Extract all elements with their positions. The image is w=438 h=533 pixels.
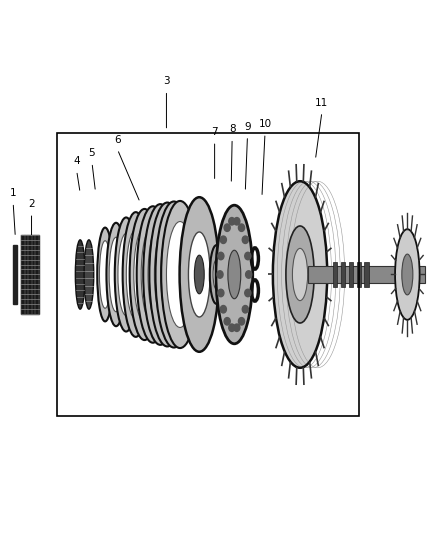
Ellipse shape [106,223,126,326]
Ellipse shape [141,225,165,324]
Ellipse shape [148,224,173,325]
Ellipse shape [115,217,138,332]
Ellipse shape [115,217,138,332]
Ellipse shape [155,201,192,348]
Ellipse shape [109,237,123,312]
Text: 8: 8 [229,124,236,134]
Ellipse shape [137,206,169,343]
Ellipse shape [161,222,187,327]
Ellipse shape [149,203,185,346]
Ellipse shape [188,232,210,317]
Ellipse shape [293,248,307,301]
Bar [308,266,425,283]
Text: 1: 1 [10,188,17,198]
Ellipse shape [118,233,134,316]
Text: 2: 2 [28,199,35,209]
Circle shape [238,224,244,231]
Ellipse shape [210,245,223,304]
Ellipse shape [161,201,199,348]
Ellipse shape [180,197,219,352]
Ellipse shape [99,241,111,308]
Circle shape [245,252,251,260]
Bar [364,262,369,287]
Ellipse shape [228,250,241,298]
Circle shape [218,289,224,297]
Ellipse shape [395,229,420,320]
Text: 11: 11 [315,98,328,108]
Bar [13,245,17,304]
Text: 3: 3 [163,76,170,86]
Circle shape [229,217,235,225]
Circle shape [245,289,251,297]
Ellipse shape [123,212,149,337]
Text: 9: 9 [244,122,251,132]
Circle shape [224,318,230,325]
Ellipse shape [154,223,180,326]
Bar [333,262,337,287]
Bar [341,262,345,287]
Text: 10: 10 [258,119,272,129]
Ellipse shape [143,204,177,345]
Ellipse shape [149,203,185,346]
Circle shape [238,318,244,325]
Ellipse shape [213,260,219,289]
Circle shape [218,252,224,260]
Circle shape [242,236,248,244]
Text: 6: 6 [114,135,121,145]
Ellipse shape [166,222,194,327]
Circle shape [224,224,230,231]
Ellipse shape [155,201,192,348]
Circle shape [220,305,226,313]
Ellipse shape [97,228,113,321]
Ellipse shape [97,228,113,321]
Circle shape [234,217,240,225]
Ellipse shape [106,223,126,326]
Ellipse shape [130,209,159,340]
Bar [57,133,359,416]
Ellipse shape [286,226,314,323]
Text: 4: 4 [73,156,80,166]
Ellipse shape [210,245,223,304]
Ellipse shape [130,209,159,340]
Bar [21,235,39,314]
Ellipse shape [273,181,327,368]
Circle shape [234,324,240,332]
Ellipse shape [161,201,199,348]
Circle shape [246,271,252,278]
Circle shape [217,271,223,278]
Ellipse shape [84,240,94,309]
Circle shape [242,305,248,313]
Circle shape [220,236,226,244]
Ellipse shape [75,240,85,309]
Ellipse shape [126,230,145,319]
Ellipse shape [123,212,149,337]
Ellipse shape [216,205,253,344]
Circle shape [229,324,235,332]
Ellipse shape [180,197,219,352]
Ellipse shape [143,204,177,345]
Bar [357,262,361,287]
Ellipse shape [216,205,253,344]
Bar [349,262,353,287]
Ellipse shape [402,254,413,295]
Ellipse shape [137,206,169,343]
Ellipse shape [134,227,155,322]
Ellipse shape [194,255,204,294]
Text: 7: 7 [211,127,218,137]
Text: 5: 5 [88,148,95,158]
